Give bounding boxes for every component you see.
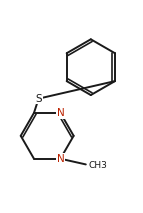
Text: N: N: [56, 154, 64, 164]
Text: N: N: [56, 108, 64, 118]
Text: CH3: CH3: [89, 161, 108, 170]
Text: S: S: [35, 94, 42, 104]
